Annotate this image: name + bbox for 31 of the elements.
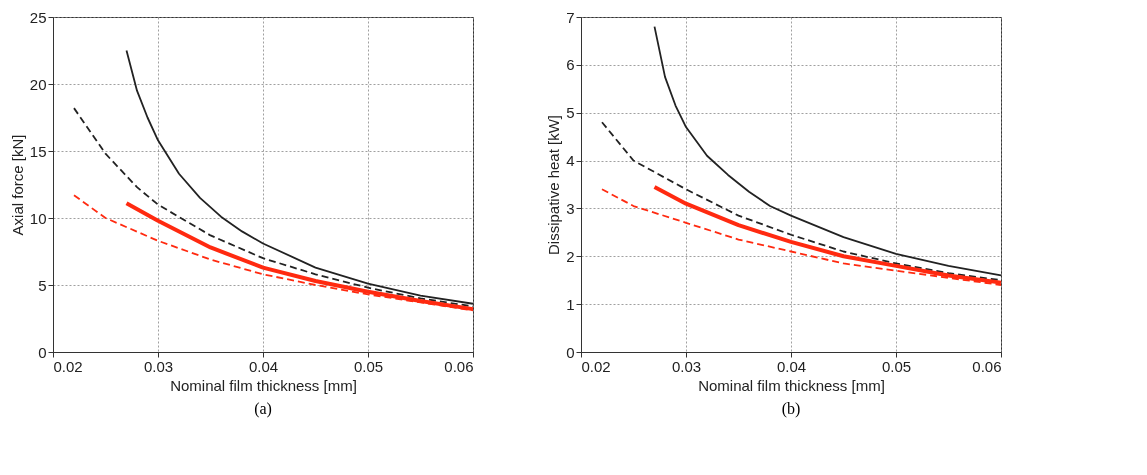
y-tick-label: 25 — [29, 8, 47, 26]
y-tick-label: 6 — [566, 56, 575, 74]
x-tick-label: 0.06 — [972, 357, 1002, 375]
x-tick-label: 0.04 — [248, 357, 279, 375]
y-axis-title: Dissipative heat [kW] — [545, 114, 563, 256]
line-series — [653, 25, 1002, 277]
y-tick-label: 20 — [29, 75, 47, 93]
y-tick-label: 2 — [566, 247, 575, 265]
y-tick-label: 1 — [566, 295, 575, 313]
y-tick-label: 0 — [566, 343, 575, 361]
x-tick-label: 0.05 — [881, 357, 912, 375]
x-tick-label: 0.02 — [581, 357, 611, 375]
y-tick-label: 4 — [566, 152, 575, 170]
x-axis-title: Nominal film thickness [mm] — [170, 376, 357, 394]
x-tick-label: 0.02 — [53, 357, 83, 375]
x-tick-label: 0.03 — [143, 357, 174, 375]
x-axis-title: Nominal film thickness [mm] — [698, 376, 885, 394]
x-tick-label: 0.05 — [353, 357, 384, 375]
y-axis-title: Axial force [kN] — [8, 134, 26, 236]
y-tick-label: 10 — [29, 209, 47, 227]
y-tick-label: 0 — [38, 343, 47, 361]
text: (b) — [781, 400, 801, 418]
text: (a) — [254, 400, 272, 418]
y-tick-label: 5 — [38, 276, 47, 294]
x-tick-label: 0.04 — [776, 357, 807, 375]
x-tick-label: 0.03 — [671, 357, 702, 375]
y-tick-label: 15 — [29, 142, 47, 160]
y-tick-label: 5 — [566, 104, 575, 122]
y-tick-label: 7 — [566, 8, 575, 26]
y-tick-label: 3 — [566, 199, 575, 217]
x-tick-label: 0.06 — [444, 357, 474, 375]
